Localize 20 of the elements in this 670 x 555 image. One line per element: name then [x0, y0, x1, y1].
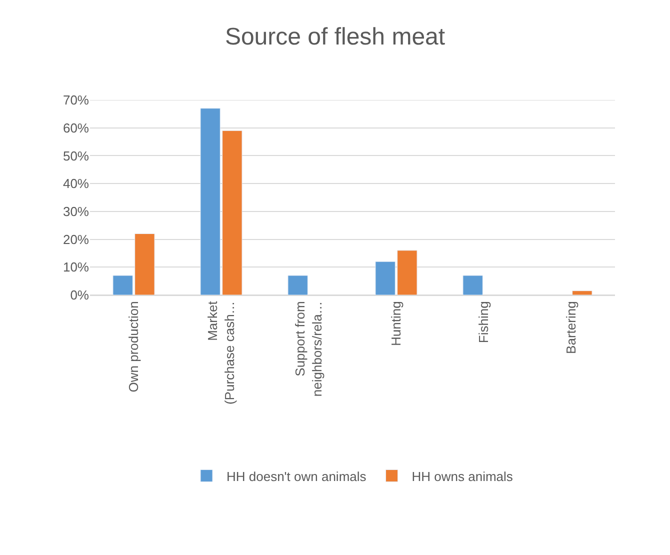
- bar: [462, 275, 483, 295]
- x-tick-label: Support from neighbors/rela…: [292, 301, 324, 397]
- legend-label: HH owns animals: [412, 468, 514, 484]
- bar: [572, 290, 592, 295]
- y-tick-label: 0%: [70, 288, 90, 303]
- y-tick-label: 20%: [62, 232, 90, 247]
- x-tick-label: Hunting: [388, 301, 404, 346]
- x-tick-label: Own production: [126, 301, 141, 392]
- x-tick-label: Market (Purchase cash…: [205, 300, 237, 405]
- y-tick-label: 60%: [62, 120, 90, 136]
- y-tick-label: 50%: [62, 148, 90, 164]
- x-tick-label: Bartering: [563, 301, 578, 354]
- chart-title: Source of flesh meat: [224, 24, 446, 51]
- legend-label: HH doesn't own animals: [226, 468, 367, 484]
- y-tick-label: 40%: [62, 176, 90, 192]
- bar: [288, 275, 308, 295]
- y-tick-label: 70%: [62, 92, 90, 108]
- x-tick-label: Fishing: [476, 301, 491, 344]
- y-tick-label: 10%: [62, 260, 90, 275]
- y-tick-label: 30%: [62, 204, 90, 219]
